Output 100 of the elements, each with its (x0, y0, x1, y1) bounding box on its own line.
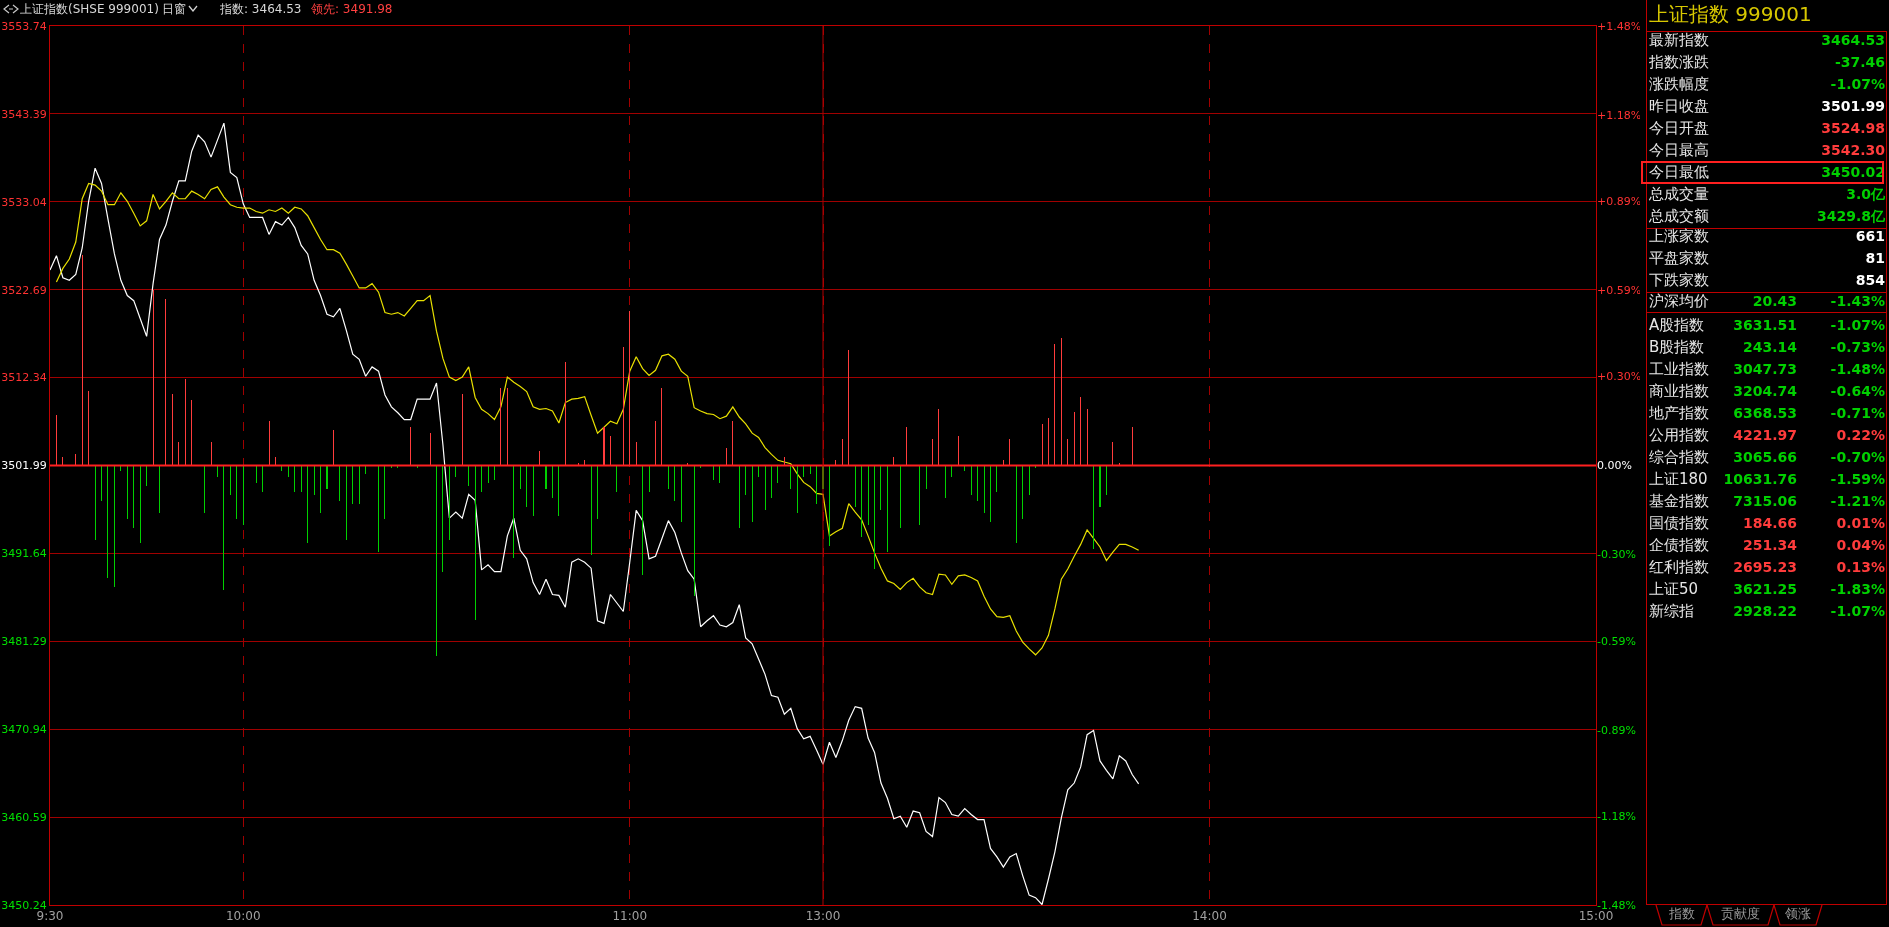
text: 涨跌幅度 (1649, 75, 1709, 93)
text: 6368.53 (1733, 405, 1797, 421)
y2-tick-label: +1.18% (1597, 108, 1642, 122)
text: 2928.22 (1733, 603, 1797, 619)
y-tick-label: 3450.24 (1, 898, 47, 912)
text: 指数 (1669, 906, 1695, 921)
text: -0.64% (1830, 383, 1885, 399)
text: 0.22% (1836, 427, 1885, 443)
text: 领涨 (1785, 906, 1811, 921)
text: 贡献度 (1720, 906, 1760, 921)
text: 243.14 (1742, 339, 1797, 355)
text: 3464.53 (1821, 32, 1885, 48)
text: 今日最低 (1649, 163, 1709, 181)
y2-tick-label: +0.59% (1597, 284, 1642, 298)
text: 今日最高 (1649, 141, 1709, 159)
text: 上涨家数 (1649, 227, 1709, 245)
text: -0.71% (1830, 405, 1885, 421)
text: 0.04% (1836, 537, 1885, 553)
text: 3065.66 (1733, 449, 1797, 465)
text: 地产指数 (1649, 404, 1709, 422)
y-tick-label: 3491.64 (1, 547, 47, 561)
y2-tick-label: +0.30% (1597, 370, 1642, 384)
text: 854 (1855, 272, 1885, 288)
text: -0.73% (1830, 339, 1885, 355)
text: 3204.74 (1733, 383, 1797, 399)
chart-title: 上证指数(SHSE 999001) (20, 2, 159, 17)
y2-tick-label: +1.48% (1597, 19, 1642, 33)
x-tick-label: 13:00 (805, 909, 841, 924)
x-tick-label: 11:00 (612, 909, 648, 924)
text: 平盘家数 (1649, 249, 1709, 267)
text: 上证指数 999001 (1649, 2, 1812, 26)
text: -1.21% (1830, 493, 1885, 509)
y2-tick-label: -0.59% (1597, 634, 1636, 648)
text: 总成交量 (1649, 185, 1709, 203)
text: 总成交额 (1649, 207, 1709, 225)
text: 沪深均价 (1649, 292, 1709, 310)
text: 3542.30 (1821, 142, 1885, 158)
text: -1.83% (1830, 581, 1885, 597)
text: 10631.76 (1723, 471, 1797, 487)
text: 今日开盘 (1649, 119, 1709, 137)
y-tick-label: 3470.94 (1, 723, 47, 737)
y-tick-label: 3553.74 (1, 19, 47, 33)
text: 企债指数 (1649, 536, 1709, 554)
text: A股指数 (1649, 316, 1705, 334)
text: 3047.73 (1733, 361, 1797, 377)
text: 综合指数 (1649, 448, 1709, 466)
text: -37.46 (1834, 54, 1885, 70)
text: 661 (1855, 228, 1885, 244)
y-tick-label: 3460.59 (1, 810, 47, 824)
text: 新综指 (1649, 602, 1694, 620)
x-tick-label: 14:00 (1192, 909, 1227, 924)
text: 红利指数 (1649, 558, 1709, 576)
text: 0.13% (1836, 559, 1885, 575)
text: 上证50 (1649, 580, 1699, 598)
text: 3.0亿 (1846, 186, 1885, 202)
x-tick-label: 15:00 (1578, 909, 1614, 924)
text: 7315.06 (1733, 493, 1797, 509)
x-tick-label: 10:00 (225, 909, 261, 924)
text: 184.66 (1742, 515, 1797, 531)
text: 3450.02 (1821, 164, 1885, 180)
text: 工业指数 (1649, 360, 1709, 378)
y-tick-label: 3501.99 (1, 459, 47, 473)
text: -1.07% (1830, 317, 1885, 333)
text: 3621.25 (1733, 581, 1797, 597)
y2-tick-label: -0.30% (1597, 548, 1636, 562)
text: 商业指数 (1649, 382, 1709, 400)
y2-tick-label: +0.89% (1597, 195, 1642, 209)
y-tick-label: 3522.69 (1, 283, 47, 297)
text: 指数: 3464.53 (219, 2, 302, 16)
y-tick-label: 3481.29 (1, 635, 47, 649)
text: -1.07% (1830, 603, 1885, 619)
text: 251.34 (1742, 537, 1797, 553)
y2-tick-label: -1.48% (1597, 898, 1636, 912)
text: -1.59% (1830, 471, 1885, 487)
text: 3631.51 (1733, 317, 1797, 333)
text: 最新指数 (1649, 31, 1709, 49)
text: 公用指数 (1649, 426, 1709, 444)
text: -1.43% (1830, 293, 1885, 309)
x-tick-label: 9:30 (36, 909, 64, 924)
text: 20.43 (1752, 293, 1797, 309)
text: 下跌家数 (1649, 271, 1709, 289)
y-tick-label: 3543.39 (1, 107, 47, 121)
text: 日窗 (162, 2, 186, 16)
y-tick-label: 3512.34 (1, 371, 47, 385)
text: 基金指数 (1649, 492, 1709, 510)
text: 指数涨跌 (1649, 53, 1709, 71)
text: 昨日收盘 (1649, 97, 1709, 115)
text: 国债指数 (1649, 514, 1709, 532)
text: 81 (1865, 250, 1885, 266)
text: 2695.23 (1733, 559, 1797, 575)
text: -1.07% (1830, 76, 1885, 92)
text: 上证180 (1649, 470, 1708, 488)
text: 领先: 3491.98 (311, 2, 393, 16)
text: 4221.97 (1733, 427, 1797, 443)
text: 3524.98 (1821, 120, 1885, 136)
text: 0.01% (1836, 515, 1885, 531)
text: 3501.99 (1821, 98, 1885, 114)
text: -1.48% (1830, 361, 1885, 377)
text: -0.70% (1830, 449, 1885, 465)
y2-tick-label: 0.00% (1597, 459, 1632, 473)
